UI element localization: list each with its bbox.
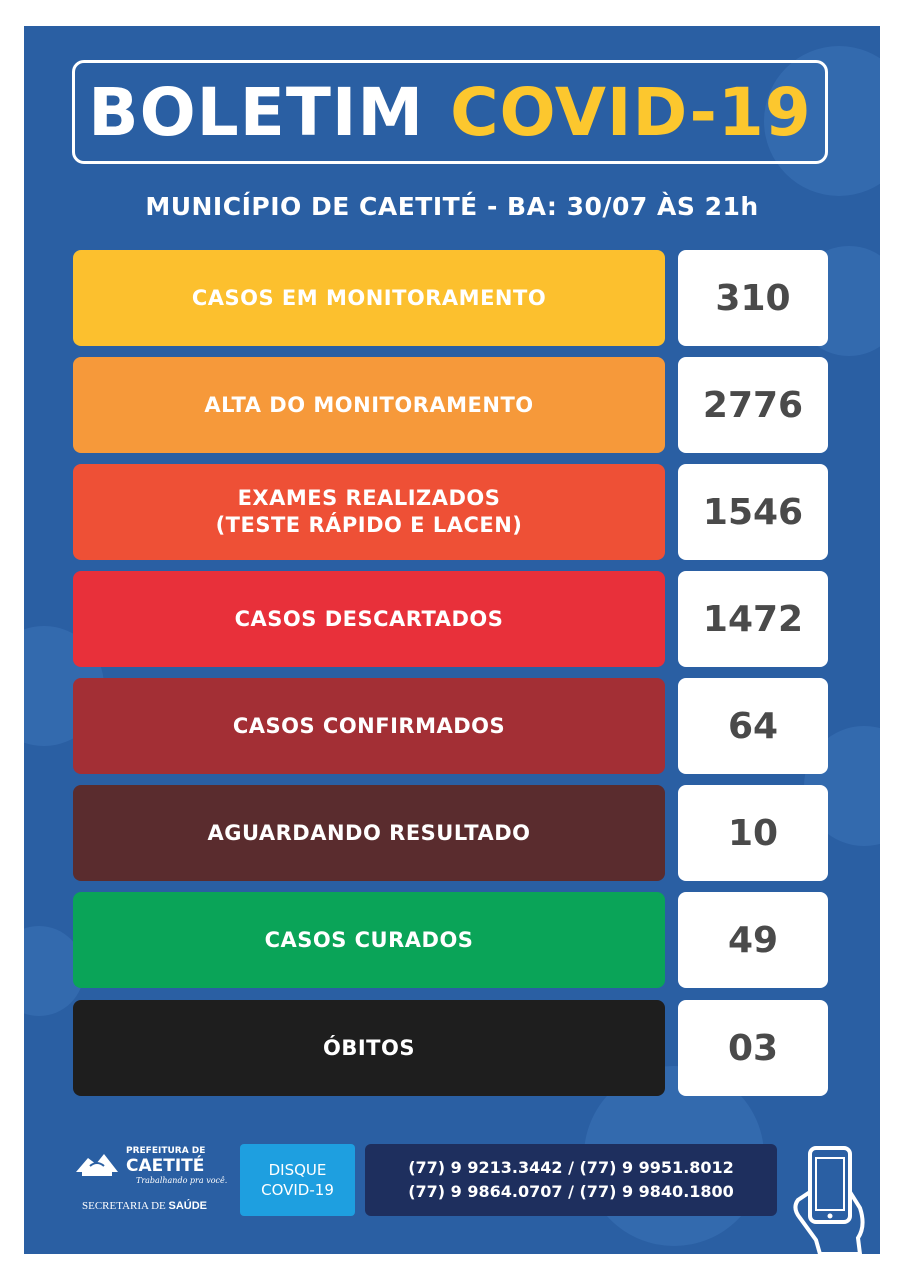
title-part-1: BOLETIM (88, 73, 425, 151)
phone-numbers-box: (77) 9 9213.3442 / (77) 9 9951.8012 (77)… (365, 1144, 777, 1216)
bulletin-poster: BOLETIM COVID-19 MUNICÍPIO DE CAETITÉ - … (24, 26, 880, 1254)
hand-phone-icon (793, 1146, 865, 1254)
hotline-badge: DISQUE COVID-19 (240, 1144, 355, 1216)
hotline-line-1: DISQUE (268, 1161, 327, 1179)
stat-value: 310 (678, 250, 828, 346)
stat-value: 1472 (678, 571, 828, 667)
stat-row-exams: EXAMES REALIZADOS (TESTE RÁPIDO E LACEN)… (73, 464, 829, 560)
city-hall-logo: PREFEITURA DE CAETITÉ Trabalhando pra vo… (70, 1144, 230, 1224)
stat-label: ÓBITOS (73, 1000, 665, 1096)
health-department-label: SECRETARIA DE SAÚDE (82, 1200, 207, 1212)
stat-label: CASOS CURADOS (73, 892, 665, 988)
saude-text: SAÚDE (168, 1200, 208, 1212)
logo-prefeitura-text: PREFEITURA DE (126, 1146, 206, 1156)
secretaria-text: SECRETARIA DE (82, 1200, 166, 1212)
stat-row-discharged: ALTA DO MONITORAMENTO 2776 (73, 357, 829, 453)
stat-row-monitoring: CASOS EM MONITORAMENTO 310 (73, 250, 829, 346)
logo-slogan: Trabalhando pra você. (136, 1176, 228, 1185)
stat-value: 49 (678, 892, 828, 988)
stat-row-awaiting: AGUARDANDO RESULTADO 10 (73, 785, 829, 881)
city-hall-emblem-icon (76, 1154, 118, 1176)
phone-numbers-line-2: (77) 9 9864.0707 / (77) 9 9840.1800 (408, 1182, 734, 1201)
stat-value: 1546 (678, 464, 828, 560)
page-subtitle: MUNICÍPIO DE CAETITÉ - BA: 30/07 ÀS 21h (145, 192, 759, 221)
stat-value: 10 (678, 785, 828, 881)
page-title: BOLETIM COVID-19 (72, 60, 828, 164)
stat-row-confirmed: CASOS CONFIRMADOS 64 (73, 678, 829, 774)
stat-value: 64 (678, 678, 828, 774)
stat-label: AGUARDANDO RESULTADO (73, 785, 665, 881)
hotline-line-2: COVID-19 (261, 1181, 334, 1199)
logo-city-name: CAETITÉ (126, 1156, 205, 1176)
stat-value: 03 (678, 1000, 828, 1096)
stat-row-deaths: ÓBITOS 03 (73, 1000, 829, 1096)
phone-numbers-line-1: (77) 9 9213.3442 / (77) 9 9951.8012 (408, 1158, 734, 1177)
stat-label: CASOS EM MONITORAMENTO (73, 250, 665, 346)
stat-value: 2776 (678, 357, 828, 453)
stat-label: ALTA DO MONITORAMENTO (73, 357, 665, 453)
title-part-2: COVID-19 (450, 73, 812, 151)
stat-row-cured: CASOS CURADOS 49 (73, 892, 829, 988)
stat-label: EXAMES REALIZADOS (TESTE RÁPIDO E LACEN) (73, 464, 665, 560)
stat-label: CASOS CONFIRMADOS (73, 678, 665, 774)
stat-label: CASOS DESCARTADOS (73, 571, 665, 667)
stat-row-discarded: CASOS DESCARTADOS 1472 (73, 571, 829, 667)
